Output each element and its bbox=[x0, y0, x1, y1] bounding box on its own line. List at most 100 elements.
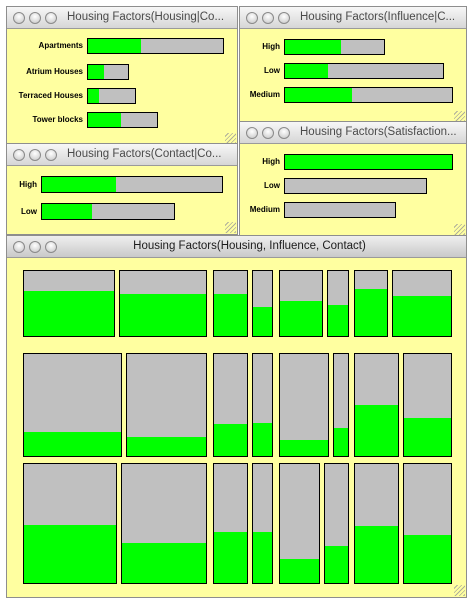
mosaic-cell-fill bbox=[334, 428, 348, 456]
category-bar[interactable] bbox=[284, 154, 453, 170]
contact-window: Housing Factors(Contact|Co... High Low bbox=[6, 143, 238, 235]
category-bar[interactable] bbox=[87, 38, 224, 54]
mosaic-cell[interactable] bbox=[354, 463, 399, 584]
mosaic-cell[interactable] bbox=[252, 353, 273, 457]
mosaic-cell[interactable] bbox=[403, 463, 452, 584]
mosaic-cell[interactable] bbox=[119, 270, 207, 337]
bar-fill bbox=[88, 65, 104, 79]
mosaic-cell-fill bbox=[253, 307, 272, 336]
mosaic-cell-fill bbox=[355, 525, 398, 583]
mosaic-cell-fill bbox=[214, 294, 247, 336]
mosaic-cell[interactable] bbox=[252, 463, 273, 584]
satisfaction-window: Housing Factors(Satisfaction... High Low M… bbox=[239, 121, 467, 237]
resize-grip-icon[interactable] bbox=[454, 585, 465, 596]
mosaic-cell[interactable] bbox=[333, 353, 349, 457]
minimize-window-button[interactable] bbox=[262, 127, 274, 139]
mosaic-cell-fill bbox=[253, 531, 272, 583]
mosaic-cell-fill bbox=[280, 300, 322, 336]
resize-grip-icon[interactable] bbox=[454, 111, 465, 122]
influence-window-titlebar[interactable]: Housing Factors(Influence|C... bbox=[240, 7, 466, 29]
mosaic-cell[interactable] bbox=[23, 463, 117, 584]
minimize-window-button[interactable] bbox=[29, 12, 41, 24]
mosaic-window: Housing Factors(Housing, Influence, Cont… bbox=[6, 235, 467, 598]
mosaic-cell-fill bbox=[404, 535, 451, 583]
category-bar[interactable] bbox=[87, 112, 158, 128]
close-window-button[interactable] bbox=[13, 241, 25, 253]
housing-window-titlebar[interactable]: Housing Factors(Housing|Co... bbox=[7, 7, 237, 29]
mosaic-cell-fill bbox=[328, 305, 348, 336]
mosaic-cell[interactable] bbox=[392, 270, 452, 337]
window-title: Housing Factors(Housing, Influence, Cont… bbox=[133, 240, 366, 252]
mosaic-cell[interactable] bbox=[403, 353, 452, 457]
mosaic-cell-fill bbox=[253, 423, 272, 456]
mosaic-cell-fill bbox=[122, 542, 206, 583]
bar-fill bbox=[88, 113, 122, 127]
bar-label: Atrium Houses bbox=[26, 67, 83, 76]
mosaic-cell[interactable] bbox=[213, 353, 248, 457]
bar-label: Tower blocks bbox=[32, 115, 83, 124]
bar-fill bbox=[285, 40, 342, 54]
window-title: Housing Factors(Contact|Co... bbox=[67, 148, 222, 160]
minimize-window-button[interactable] bbox=[262, 12, 274, 24]
mosaic-cell[interactable] bbox=[327, 270, 349, 337]
mosaic-cell[interactable] bbox=[23, 270, 115, 337]
category-bar[interactable] bbox=[284, 178, 427, 194]
mosaic-cell-fill bbox=[127, 436, 206, 456]
zoom-window-button[interactable] bbox=[45, 241, 57, 253]
mosaic-cell[interactable] bbox=[354, 270, 388, 337]
housing-window: Housing Factors(Housing|Co... Apartments… bbox=[6, 6, 238, 146]
category-bar[interactable] bbox=[284, 39, 385, 55]
mosaic-cell-fill bbox=[404, 418, 451, 456]
category-bar[interactable] bbox=[87, 64, 129, 80]
mosaic-cell-fill bbox=[280, 559, 319, 583]
zoom-window-button[interactable] bbox=[45, 12, 57, 24]
resize-grip-icon[interactable] bbox=[454, 224, 465, 235]
resize-grip-icon[interactable] bbox=[225, 222, 236, 233]
close-window-button[interactable] bbox=[246, 127, 258, 139]
bar-label: Apartments bbox=[38, 41, 83, 50]
mosaic-cell[interactable] bbox=[354, 353, 399, 457]
category-bar[interactable] bbox=[41, 176, 223, 193]
minimize-window-button[interactable] bbox=[29, 241, 41, 253]
mosaic-cell-fill bbox=[24, 524, 116, 583]
mosaic-cell-fill bbox=[355, 405, 398, 456]
zoom-window-button[interactable] bbox=[278, 12, 290, 24]
zoom-window-button[interactable] bbox=[45, 149, 57, 161]
bar-fill bbox=[88, 89, 100, 103]
minimize-window-button[interactable] bbox=[29, 149, 41, 161]
mosaic-cell[interactable] bbox=[213, 463, 248, 584]
category-bar[interactable] bbox=[41, 203, 175, 220]
satisfaction-window-titlebar[interactable]: Housing Factors(Satisfaction... bbox=[240, 122, 466, 144]
bar-label: High bbox=[262, 42, 280, 51]
mosaic-cell[interactable] bbox=[121, 463, 207, 584]
bar-label: Low bbox=[264, 66, 280, 75]
mosaic-cell-fill bbox=[214, 424, 247, 456]
close-window-button[interactable] bbox=[13, 12, 25, 24]
zoom-window-button[interactable] bbox=[278, 127, 290, 139]
mosaic-cell[interactable] bbox=[23, 353, 122, 457]
bar-fill bbox=[285, 88, 352, 102]
mosaic-cell[interactable] bbox=[279, 353, 329, 457]
resize-grip-icon[interactable] bbox=[225, 133, 236, 144]
mosaic-cell-fill bbox=[325, 546, 348, 583]
bar-label: Low bbox=[264, 181, 280, 190]
mosaic-window-titlebar[interactable]: Housing Factors(Housing, Influence, Cont… bbox=[7, 236, 466, 258]
bar-fill bbox=[285, 155, 452, 169]
category-bar[interactable] bbox=[284, 87, 453, 103]
mosaic-cell[interactable] bbox=[213, 270, 248, 337]
close-window-button[interactable] bbox=[13, 149, 25, 161]
mosaic-cell[interactable] bbox=[126, 353, 207, 457]
category-bar[interactable] bbox=[284, 63, 444, 79]
category-bar[interactable] bbox=[284, 202, 396, 218]
close-window-button[interactable] bbox=[246, 12, 258, 24]
mosaic-cell[interactable] bbox=[279, 463, 320, 584]
mosaic-cell[interactable] bbox=[324, 463, 349, 584]
mosaic-cell[interactable] bbox=[279, 270, 323, 337]
category-bar[interactable] bbox=[87, 88, 136, 104]
bar-label: Medium bbox=[249, 90, 280, 99]
bar-label: Medium bbox=[249, 205, 280, 214]
contact-window-titlebar[interactable]: Housing Factors(Contact|Co... bbox=[7, 144, 237, 166]
mosaic-cell[interactable] bbox=[252, 270, 273, 337]
mosaic-cell-fill bbox=[24, 290, 114, 336]
influence-window: Housing Factors(Influence|C... High Low Me… bbox=[239, 6, 467, 124]
